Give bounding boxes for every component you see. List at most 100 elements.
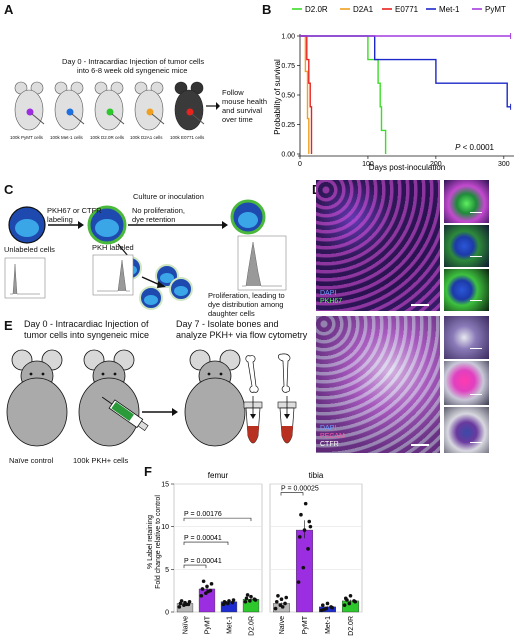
bar-panel-frame <box>269 483 363 613</box>
inset-top-1 <box>444 180 489 223</box>
bar-point <box>296 580 301 584</box>
panel-e-day0: Day 0 - Intracardiac Injection of tumor … <box>24 319 149 341</box>
bar-point <box>308 524 313 529</box>
bar-y-tick-label: 0 <box>165 610 169 617</box>
survival-legend: D2.0R D2A1 E0771 Met-1 PyMT <box>292 5 506 14</box>
legend-label-d20r: D2.0R <box>305 5 328 14</box>
micrograph-bottom-dapi: DAPI <box>320 425 337 432</box>
bar-point <box>184 602 188 607</box>
bar-ylabel-line2: Fold change relative to control <box>155 495 162 589</box>
pvalue-label: P = 0.00041 <box>184 558 222 565</box>
mouse-label-d20r: 100k D2.0R cells <box>90 135 125 140</box>
histogram-unlabeled <box>4 257 46 299</box>
pvalue-bracket <box>280 492 304 496</box>
histogram-labeled <box>92 254 134 296</box>
micrograph-top-texture <box>316 180 440 311</box>
bar-point <box>273 606 278 611</box>
micrograph-bottom-ctfr: CTFR <box>320 441 339 448</box>
inset-bottom-2 <box>444 361 489 405</box>
day7-line1: Day 7 - Isolate bones and <box>176 319 279 329</box>
bar-point <box>322 607 326 612</box>
inset-scale-bar <box>470 256 482 257</box>
bar-point <box>199 593 204 598</box>
survival-x-tick-label: 100 <box>362 161 374 168</box>
survival-chart: D2.0R D2A1 E0771 Met-1 PyMT 0.00 0.25 0.50 0.75… <box>273 5 514 172</box>
prolif-line3: daughter cells <box>208 309 255 318</box>
bar-point <box>280 605 285 609</box>
bar-chart-content: femur Naïve PyMT Met-1 D2.0R tibia Naïve PyMT Me… <box>161 471 363 636</box>
survival-line-d20r <box>300 35 387 154</box>
survival-y-tick-label: 0.00 <box>281 152 295 159</box>
bar-point <box>348 593 353 598</box>
unlabeled-cell <box>8 206 46 244</box>
pkh-labeled-cell <box>87 205 127 245</box>
mouse-e0771 <box>174 81 205 131</box>
bar-point <box>274 599 279 604</box>
legend-label-d2a1: D2A1 <box>353 5 374 14</box>
survival-line-met1 <box>300 35 511 108</box>
bar-point <box>187 599 192 604</box>
bar-category-label: Met-1 <box>227 616 234 634</box>
bar-point <box>209 582 214 586</box>
day0-line1: Day 0 - Intracardiac Injection of <box>24 319 149 329</box>
bar-point <box>248 599 252 603</box>
unlabeled-cells-text: Unlabeled cells <box>4 245 55 254</box>
arrow-head-icon <box>78 221 84 229</box>
no-prolif-text: No proliferation, dye retention <box>132 206 185 224</box>
inset-bottom-1 <box>444 316 489 359</box>
bar-point <box>301 565 306 570</box>
panel-b-letter: B <box>262 2 272 17</box>
bar-point <box>342 603 347 607</box>
bar-panel-frame <box>173 483 263 613</box>
bar-y-tick-label: 5 <box>165 567 169 574</box>
panel-a-text-line1: Day 0 - Intracardiac Injection of tumor … <box>62 57 205 66</box>
inset-scale-bar <box>470 348 482 349</box>
micrograph-top-pkh67: PKH67 <box>320 298 343 305</box>
bar-category-label: D2.0R <box>348 616 355 636</box>
pkh-cells-label: 100k PKH+ cells <box>73 456 129 465</box>
arrow-head-4-icon <box>157 281 166 288</box>
bar-point <box>306 547 310 551</box>
inset-bottom-3 <box>444 407 489 453</box>
tube-right-icon <box>277 396 297 444</box>
syringe-icon <box>101 396 149 431</box>
naive-control-label: Naïve control <box>9 456 54 465</box>
bar-point <box>320 603 325 607</box>
bar-point <box>231 598 236 602</box>
panel-e-illustration <box>6 349 297 447</box>
pvalue-bracket <box>183 564 207 569</box>
mouse-label-e0771: 100k E0771 cells <box>170 135 205 140</box>
pkh-labeled-text: PKH labeled <box>92 243 134 252</box>
culture-text: Culture or inoculation <box>133 192 204 201</box>
bar-point <box>205 584 209 589</box>
mouse-d20r <box>94 81 125 131</box>
bar-point <box>330 605 335 610</box>
micrograph-top-dapi: DAPI <box>320 290 337 297</box>
micrograph-bottom-pecam: PECAM <box>320 433 345 440</box>
bar-point <box>283 601 287 606</box>
pvalue-bracket <box>183 541 229 546</box>
histogram-proliferating <box>237 235 287 291</box>
bar-point <box>253 598 258 602</box>
arrow-right-icon <box>206 102 220 110</box>
micrograph-bottom-texture <box>316 316 440 453</box>
bar-group-title-femur: femur <box>208 471 229 480</box>
prolif-line1: Proliferation, leading to <box>208 291 285 300</box>
panel-c-letter: C <box>4 182 14 197</box>
bar-point <box>299 512 303 517</box>
mouse-naive-control <box>6 349 68 447</box>
inset-scale-bar <box>470 300 482 301</box>
label-retention-chart: % Label retaining Fold change relative t… <box>147 471 363 636</box>
mouse-label-d2a1: 100k D2A1 cells <box>130 135 163 140</box>
survival-pvalue: P < 0.0001 <box>455 143 494 152</box>
scale-bar <box>411 304 429 306</box>
survival-pvalue-rest: < 0.0001 <box>460 143 494 152</box>
micrograph-top: DAPI PKH67 <box>316 180 440 311</box>
micrograph-bottom: DAPI PECAM CTFR <box>316 316 440 453</box>
bar-point <box>307 519 312 524</box>
inset-scale-bar <box>470 212 482 213</box>
mouse-pymt <box>14 81 45 131</box>
tube-left-icon <box>243 396 263 444</box>
mouse-d2a1 <box>134 81 165 131</box>
bar-point <box>179 599 184 603</box>
